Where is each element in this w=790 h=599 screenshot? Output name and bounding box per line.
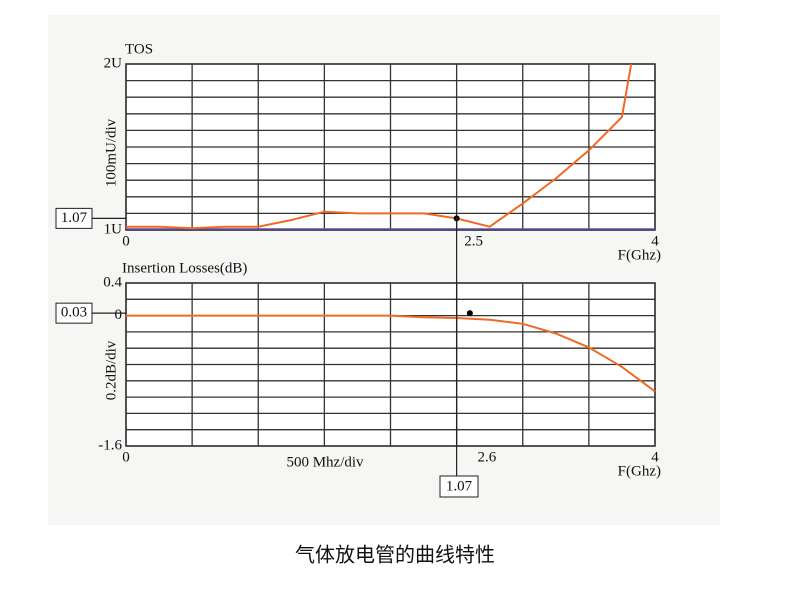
marker-y-label: 0.03 [61, 305, 87, 321]
y-tick-label: 0.4 [103, 274, 122, 290]
x-tick-label: 4 [651, 449, 659, 465]
series-line [126, 63, 633, 230]
x-scale-label: 500 Mhz/div [286, 454, 364, 470]
readout: 1.07 [446, 478, 473, 494]
chart-title: Insertion Losses(dB) [122, 260, 247, 276]
y-tick-label: 1U [104, 221, 123, 237]
x-tick-label: 4 [651, 233, 659, 249]
marker-y-label: 1.07 [61, 210, 88, 226]
marker-box [55, 207, 93, 229]
x-axis-label: F(Ghz) [618, 463, 661, 479]
x-tick-label: 0 [122, 449, 130, 465]
x-axis-label: F(Ghz) [618, 247, 661, 263]
y-axis-label: 100mU/div [103, 118, 119, 187]
x-tick-label: 0 [122, 233, 130, 249]
caption: 气体放电管的曲线特性 [295, 543, 495, 567]
marker-box [55, 302, 93, 324]
marker-x-label: 2.5 [464, 233, 483, 249]
y-tick-label: 0 [115, 307, 123, 323]
y-tick-label: -1.6 [98, 437, 122, 453]
readout-box [439, 475, 479, 498]
y-tick-label: 2U [104, 55, 123, 71]
chart-title: TOS [125, 41, 153, 57]
marker-x-label: 2.6 [477, 449, 496, 465]
y-axis-label: 0.2dB/div [103, 340, 119, 400]
marker-dot [466, 310, 473, 317]
